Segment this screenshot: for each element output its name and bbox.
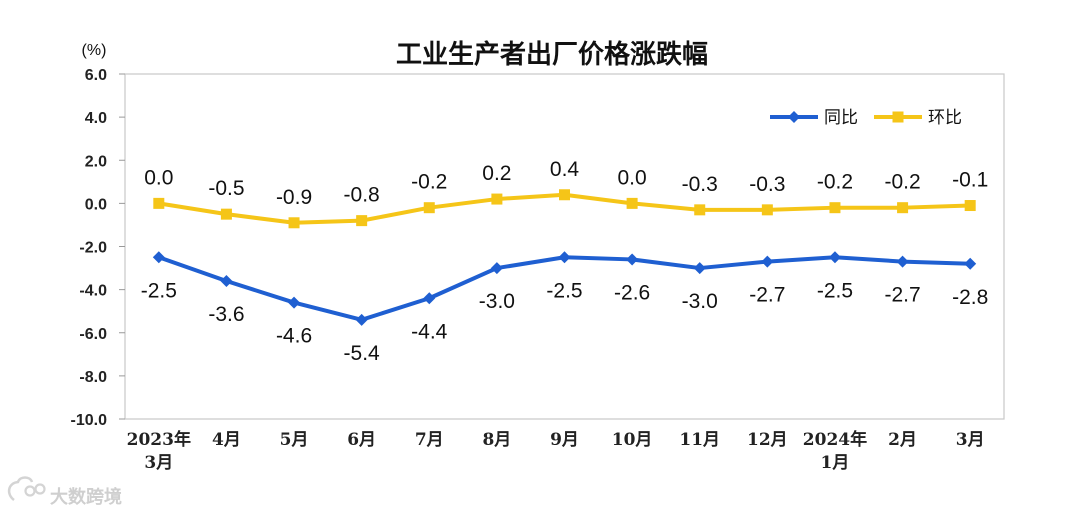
data-label: 0.4 <box>550 158 580 181</box>
y-tick-label: 6.0 <box>85 67 107 84</box>
data-label: -0.8 <box>344 184 380 207</box>
x-tick-label: 2024年 <box>803 429 867 450</box>
data-point-marker <box>693 262 706 275</box>
data-label: -0.1 <box>952 169 988 192</box>
x-tick-label: 4月 <box>212 430 241 450</box>
data-label: -3.0 <box>682 290 718 313</box>
x-tick-label: 3月 <box>956 430 985 450</box>
y-tick-label: -2.0 <box>79 240 107 257</box>
x-tick-label: 11月 <box>679 430 720 450</box>
data-point-marker <box>828 251 841 264</box>
legend-label: 环比 <box>928 108 962 128</box>
data-point-marker <box>897 202 909 214</box>
data-label: -2.6 <box>614 281 650 304</box>
plot-area-frame <box>124 73 1005 420</box>
data-label: -0.5 <box>208 177 244 200</box>
data-label: -2.8 <box>952 286 988 309</box>
watermark-text: 大数跨境 <box>50 486 122 508</box>
data-point-marker <box>490 262 503 275</box>
y-tick-label: -4.0 <box>79 283 107 300</box>
data-label: 0.0 <box>144 166 173 189</box>
data-label: 0.0 <box>618 166 647 189</box>
x-tick-label: 1月 <box>821 453 850 473</box>
data-point-marker <box>220 275 233 287</box>
data-point-marker <box>694 204 706 216</box>
data-label: -0.9 <box>276 186 312 209</box>
data-label: -0.3 <box>749 173 785 196</box>
data-point-marker <box>491 193 503 205</box>
data-point-marker <box>559 189 570 201</box>
data-label: -0.2 <box>411 171 447 194</box>
data-point-marker <box>761 204 773 216</box>
data-label: -2.5 <box>817 279 853 302</box>
x-tick-label: 2023年 <box>127 429 191 450</box>
x-tick-label: 8月 <box>482 430 511 450</box>
data-point-marker <box>152 251 165 264</box>
data-label: -4.4 <box>411 320 448 343</box>
data-label: -3.0 <box>479 290 515 313</box>
data-label: -3.6 <box>208 303 244 326</box>
data-point-marker <box>288 217 300 229</box>
data-point-marker <box>626 253 639 266</box>
x-tick-label: 2月 <box>888 430 917 450</box>
y-tick-label: 4.0 <box>85 110 107 127</box>
data-label: -2.7 <box>749 284 785 307</box>
data-point-marker <box>626 197 638 209</box>
data-label: -0.3 <box>682 173 718 196</box>
data-point-marker <box>761 255 774 268</box>
x-tick-label: 3月 <box>144 453 173 473</box>
data-point-marker <box>356 215 368 227</box>
y-tick-label: -6.0 <box>79 326 107 343</box>
y-tick-label: 2.0 <box>85 153 107 170</box>
data-point-marker <box>423 202 435 214</box>
data-point-marker <box>355 313 368 326</box>
legend-label: 同比 <box>824 108 858 128</box>
watermark: 大数跨境 <box>7 476 122 508</box>
data-point-marker <box>964 200 976 212</box>
y-axis-unit-label: (%) <box>82 42 107 59</box>
data-label: -4.6 <box>276 325 312 348</box>
data-label: 0.2 <box>482 162 511 185</box>
data-point-marker <box>829 202 841 214</box>
y-tick-label: 0.0 <box>85 196 107 213</box>
y-tick-label: -8.0 <box>79 369 107 386</box>
data-point-marker <box>220 208 232 220</box>
data-point-marker <box>896 255 909 268</box>
legend-marker <box>788 111 800 123</box>
x-tick-label: 7月 <box>415 430 444 450</box>
chart-title: 工业生产者出厂价格涨跌幅 <box>396 39 708 70</box>
x-tick-label: 12月 <box>747 430 788 450</box>
data-point-marker <box>153 197 165 209</box>
y-tick-label: -10.0 <box>71 412 108 429</box>
data-point-marker <box>288 296 301 309</box>
x-tick-label: 10月 <box>612 430 653 450</box>
data-label: -2.7 <box>884 284 920 307</box>
x-tick-label: 5月 <box>280 430 309 450</box>
watermark-logo-icon <box>7 476 46 501</box>
x-tick-label: 9月 <box>550 430 579 450</box>
x-tick-label: 6月 <box>347 430 376 450</box>
legend-marker <box>892 111 904 123</box>
data-label: -2.5 <box>546 279 582 302</box>
data-point-marker <box>558 251 571 264</box>
data-label: -5.4 <box>344 342 381 365</box>
data-label: -0.2 <box>884 171 920 194</box>
data-point-marker <box>423 292 436 305</box>
data-label: -0.2 <box>817 171 853 194</box>
data-point-marker <box>964 257 977 270</box>
data-label: -2.5 <box>141 279 177 302</box>
